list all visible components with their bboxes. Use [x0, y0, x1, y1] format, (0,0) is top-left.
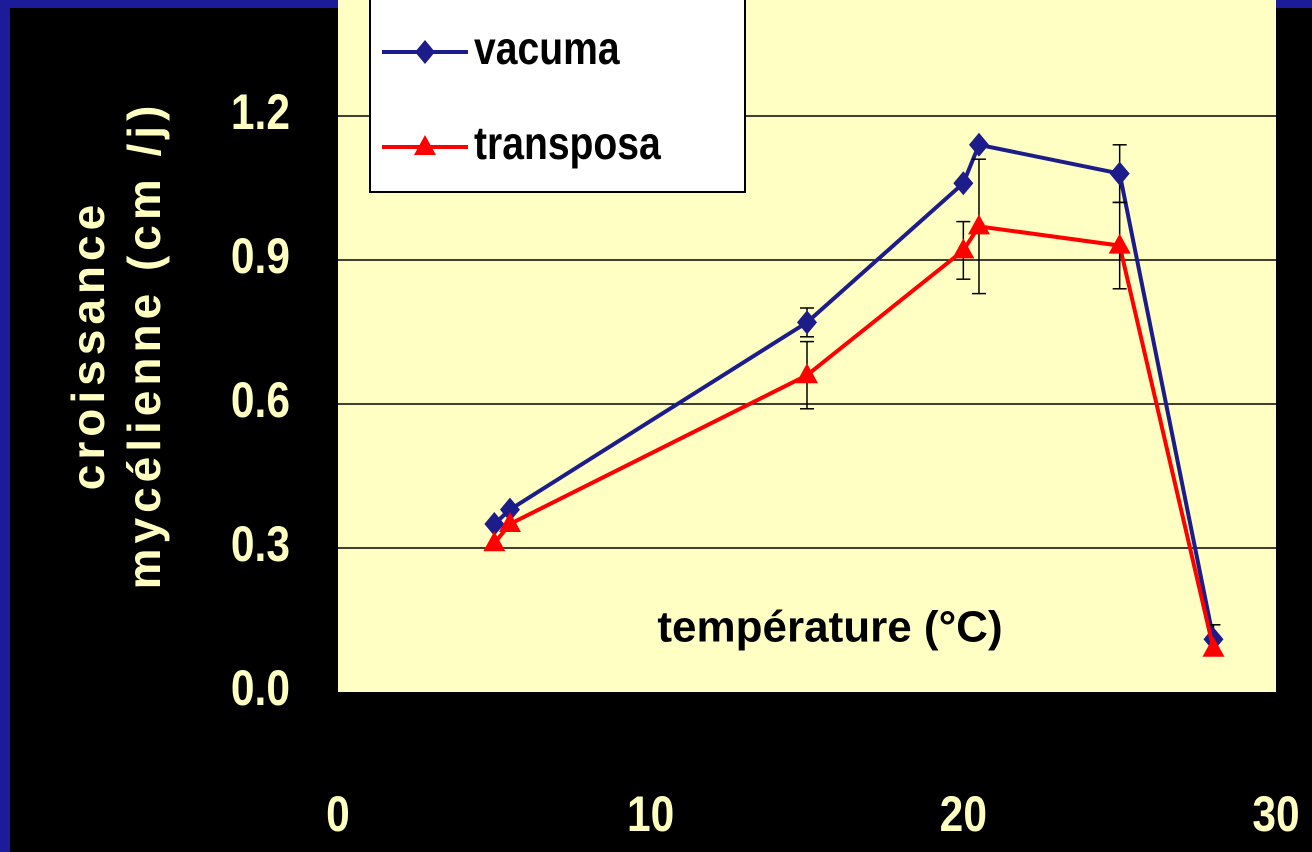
- x-tick-label: 30: [1252, 786, 1299, 842]
- y-tick-label: 0.3: [231, 516, 290, 572]
- marker: [483, 531, 506, 552]
- marker: [968, 132, 989, 157]
- x-tick-label: 0: [326, 786, 350, 842]
- marker: [967, 214, 990, 235]
- marker: [1202, 636, 1225, 657]
- legend-box: [369, 0, 746, 193]
- marker: [1108, 233, 1131, 254]
- legend-label: transposa: [474, 118, 661, 170]
- x-tick-label: 10: [627, 786, 674, 842]
- y-axis-label: mycélienne (cm /j): [118, 101, 170, 590]
- marker: [797, 310, 817, 335]
- marker: [796, 363, 818, 384]
- y-tick-label: 0.0: [231, 660, 290, 716]
- marker: [953, 171, 974, 196]
- y-tick-label: 0.9: [231, 228, 290, 284]
- marker: [952, 238, 975, 259]
- annotation: température (°C): [657, 603, 1002, 652]
- y-axis-label: croissance: [62, 200, 114, 490]
- legend-label: vacuma: [474, 23, 620, 75]
- marker: [498, 512, 521, 532]
- legend-marker: [415, 40, 435, 64]
- marker: [499, 497, 520, 522]
- legend: vacuma transposa: [369, 0, 746, 193]
- marker: [1109, 161, 1130, 186]
- legend-marker: [414, 135, 436, 155]
- marker: [484, 512, 505, 536]
- plot: 0.0 0.3 0.6 0.9 1.2 0 10 20 30 température (°C) va…: [231, 0, 1300, 842]
- y-tick-label: 1.2: [231, 84, 290, 140]
- y-tick-label: 0.6: [231, 372, 290, 428]
- x-tick-label: 20: [940, 786, 987, 842]
